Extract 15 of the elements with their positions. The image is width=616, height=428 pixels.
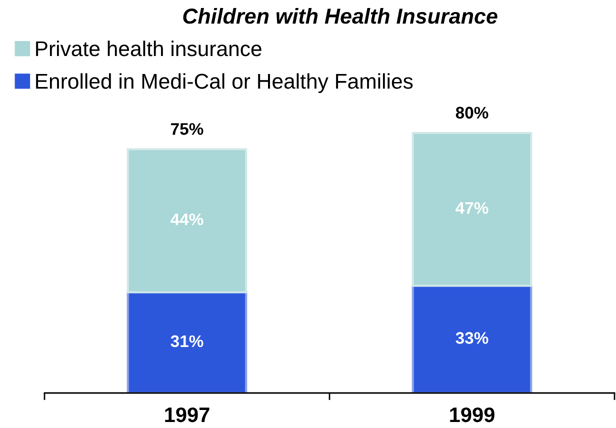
data-label: 31%: [170, 335, 204, 348]
x-tick-label: 1997: [165, 407, 210, 422]
total-label: 75%: [171, 123, 204, 135]
legend-label: Enrolled in Medi-Cal or Healthy Families: [36, 73, 413, 94]
data-label: 44%: [170, 213, 204, 226]
legend-label: Private health insurance: [36, 40, 262, 56]
chart-title: Children with Health Insurance: [183, 8, 498, 24]
bar: [412, 284, 532, 393]
x-tick-label: 1999: [450, 407, 494, 422]
total-label: 80%: [456, 106, 488, 119]
data-label: 33%: [456, 332, 488, 344]
bar: [126, 291, 248, 393]
data-label: 47%: [456, 202, 488, 214]
bar: [412, 132, 532, 287]
bar: [126, 148, 248, 294]
